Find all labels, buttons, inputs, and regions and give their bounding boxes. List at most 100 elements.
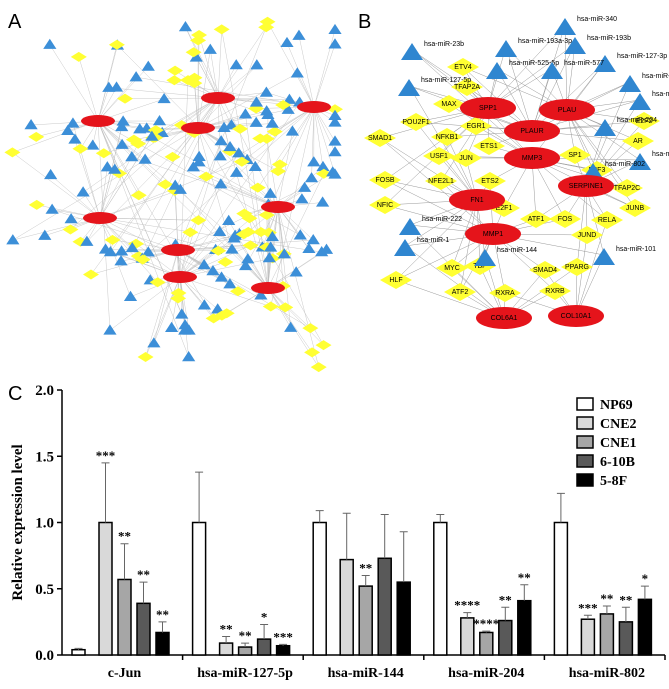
significance: * xyxy=(261,610,268,625)
bar xyxy=(498,619,513,656)
tf-label: USF1 xyxy=(430,153,448,160)
mirna-node xyxy=(248,160,262,172)
mirna-node xyxy=(304,172,319,183)
mirna-node xyxy=(302,242,316,254)
significance: ** xyxy=(600,591,613,606)
edge xyxy=(12,152,101,219)
mirna-label: hsa-miR-1 xyxy=(417,237,449,244)
tf-node xyxy=(252,226,269,237)
error-bar xyxy=(501,606,510,621)
bar xyxy=(155,631,170,656)
edge xyxy=(217,29,222,99)
mirna-node xyxy=(229,166,244,177)
edge xyxy=(415,121,478,201)
mirna-node xyxy=(98,243,113,254)
tf-node xyxy=(369,196,401,214)
significance: **** xyxy=(454,598,480,613)
edge xyxy=(97,77,137,122)
mirna-label: hsa-miR-144 xyxy=(497,247,537,254)
mirna-node xyxy=(211,303,225,314)
edge xyxy=(217,27,267,99)
mirna-node xyxy=(307,156,321,167)
tf-node xyxy=(232,123,249,134)
bar xyxy=(460,617,475,656)
tf-node xyxy=(431,128,463,146)
significance: **** xyxy=(473,616,499,631)
tf-node xyxy=(235,229,252,240)
tf-node xyxy=(28,131,45,142)
mirna-node xyxy=(394,239,416,256)
mirna-node xyxy=(214,271,229,282)
tf-node xyxy=(62,224,79,235)
edge xyxy=(404,245,505,319)
error-bar xyxy=(342,512,351,560)
tf-node xyxy=(450,149,482,167)
edge xyxy=(97,120,235,239)
mirna-node xyxy=(280,36,294,48)
edge xyxy=(97,44,118,122)
mirna-node xyxy=(123,290,138,301)
tf-label: HLF xyxy=(389,277,402,284)
error-bar xyxy=(640,585,649,600)
gene-label: SPP1 xyxy=(479,105,497,112)
legend-swatch xyxy=(576,454,594,468)
edge xyxy=(210,49,219,99)
error-bar xyxy=(399,531,408,583)
tf-node xyxy=(473,137,505,155)
edge xyxy=(266,138,279,208)
tf-node xyxy=(137,352,154,363)
mirna-node xyxy=(292,29,306,40)
tf-node xyxy=(489,284,521,302)
tf-node xyxy=(191,30,208,41)
bar xyxy=(339,558,354,656)
tf-node xyxy=(249,182,266,193)
mirna-node xyxy=(217,121,231,132)
tf-node xyxy=(262,301,279,312)
tf-node xyxy=(315,340,332,351)
edge xyxy=(384,179,494,235)
mirna-label: hsa-miR-181d xyxy=(652,91,669,98)
edge xyxy=(109,276,181,331)
mirna-label: hsa-miR-525-5p xyxy=(509,60,559,67)
tf-node xyxy=(157,179,174,190)
bar xyxy=(580,618,596,656)
edge xyxy=(97,120,132,158)
tf-label: SMAD4 xyxy=(533,267,557,274)
mirna-node xyxy=(152,115,167,126)
mirna-node xyxy=(116,115,130,126)
edge xyxy=(575,219,608,317)
significance: ** xyxy=(156,607,169,622)
mirna-node xyxy=(619,75,641,92)
mirna-node xyxy=(141,246,155,257)
mirna-node xyxy=(249,116,263,127)
mirna-node xyxy=(474,249,496,266)
edge xyxy=(177,187,305,251)
tf-label: AR xyxy=(633,138,643,145)
mirna-node xyxy=(281,103,295,114)
gene-node xyxy=(163,271,197,283)
mirna-node xyxy=(108,163,122,174)
mirna-node xyxy=(277,248,291,259)
edge xyxy=(99,136,153,219)
mirna-label: hsa-miR-577 xyxy=(564,60,604,67)
mirna-node xyxy=(197,258,211,270)
x-tick-label: c-Jun xyxy=(108,666,142,681)
tf-label: TFAP2C xyxy=(614,185,640,192)
error-bar xyxy=(101,462,110,523)
mirna-node xyxy=(102,81,116,92)
bar xyxy=(637,598,653,656)
mirna-node xyxy=(239,259,253,271)
mirna-node xyxy=(224,119,239,130)
tf-node xyxy=(125,134,142,145)
bar xyxy=(396,581,411,656)
error-bar xyxy=(158,621,167,633)
mirna-node xyxy=(222,214,236,226)
mirna-node xyxy=(316,160,330,172)
mirna-label: hsa-miR-143 xyxy=(652,151,669,158)
edge xyxy=(566,109,628,189)
edge xyxy=(97,120,214,319)
mirna-node xyxy=(38,229,52,240)
edge xyxy=(49,44,99,122)
mirna-node xyxy=(213,150,227,161)
mirna-node xyxy=(100,161,114,172)
